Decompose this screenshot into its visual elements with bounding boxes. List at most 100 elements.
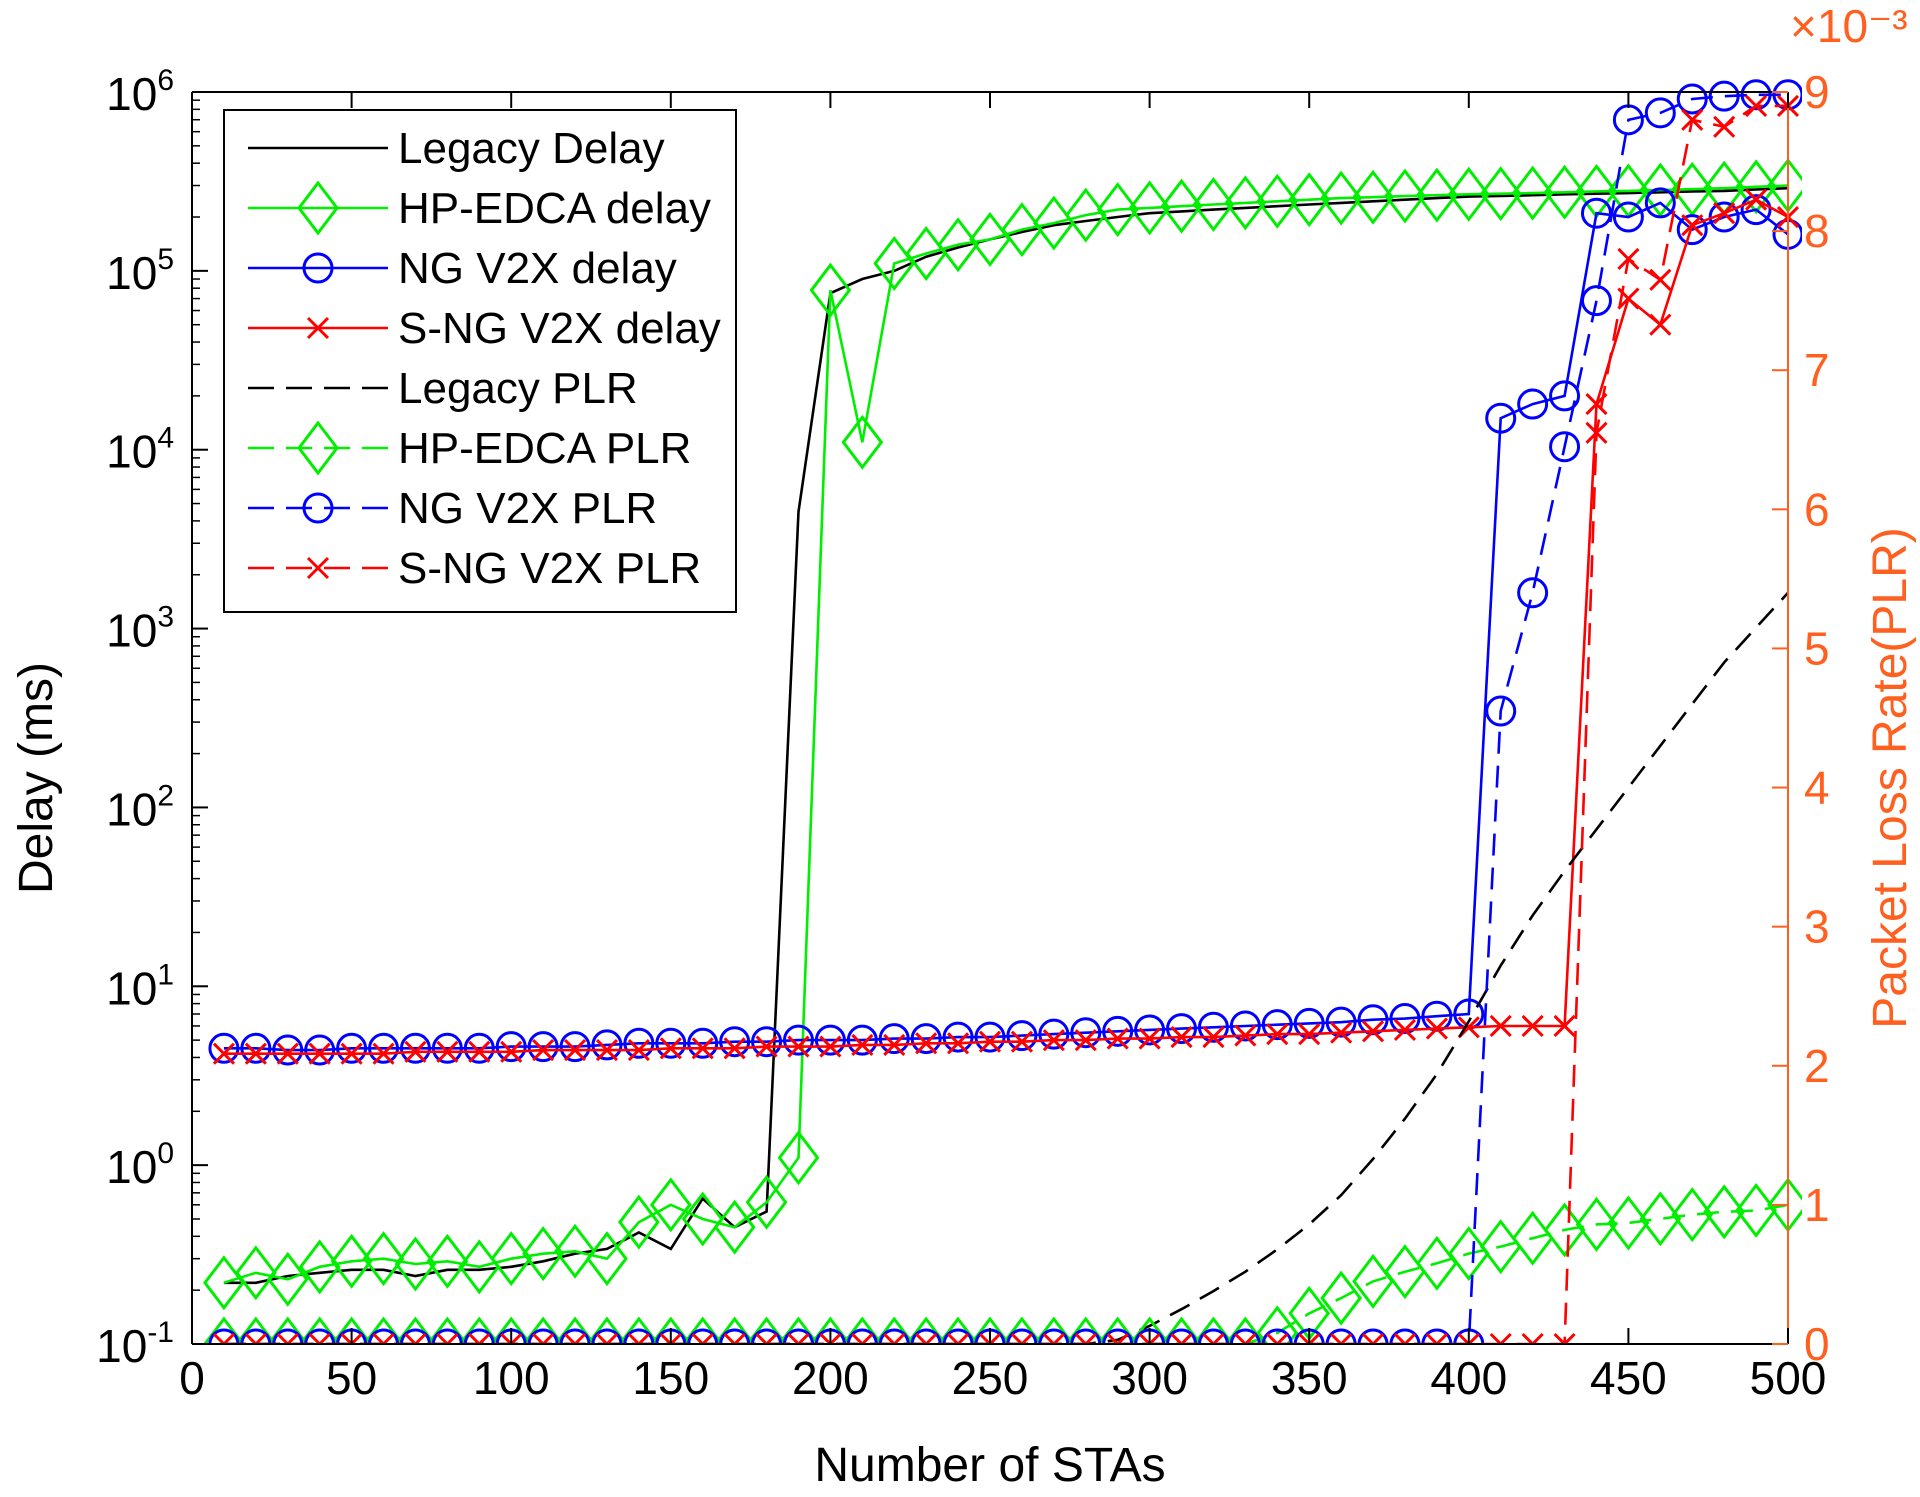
series-point-s-ng-v2x-plr-x-marker [1074, 1332, 1097, 1344]
series-point-hp-edca-delay-diamond-marker [809, 262, 852, 318]
series-point-s-ng-v2x-delay-x-marker [1266, 1023, 1289, 1046]
series-point-ng-v2x-plr-circle-marker [1549, 431, 1581, 463]
series-point-hp-edca-delay-diamond-marker [234, 1245, 277, 1301]
series-point-hp-edca-plr-diamond-marker [1256, 1305, 1299, 1344]
series-point-s-ng-v2x-delay-x-marker [1681, 214, 1704, 237]
series-point-ng-v2x-delay-circle-marker [974, 1021, 1006, 1053]
series-point-ng-v2x-plr-circle-marker [782, 1328, 814, 1344]
series-point-hp-edca-delay-diamond-marker [713, 1199, 756, 1255]
series-point-hp-edca-plr-diamond-marker [1639, 1191, 1682, 1247]
y-left-tick-base: 10 [106, 605, 157, 657]
y-right-tick-label: 4 [1804, 762, 1830, 814]
legend-circle-marker [302, 492, 334, 524]
series-point-s-ng-v2x-plr-x-marker [1330, 1332, 1353, 1344]
series-point-s-ng-v2x-delay-x-marker [1521, 1014, 1544, 1038]
series-point-s-ng-v2x-plr-x-marker [723, 1332, 746, 1344]
y-left-tick-base: 10 [106, 783, 157, 835]
series-point-s-ng-v2x-delay-x-marker [1106, 1027, 1129, 1050]
series-point-ng-v2x-plr-circle-marker [846, 1328, 878, 1344]
series-point-ng-v2x-delay-circle-marker [208, 1032, 240, 1064]
series-point-s-ng-v2x-delay-x-marker [1010, 1030, 1033, 1053]
series-point-s-ng-v2x-plr-x-marker [595, 1332, 619, 1344]
series-point-hp-edca-delay-diamond-marker [1160, 178, 1203, 234]
series-point-s-ng-v2x-plr-x-marker [1681, 108, 1704, 131]
series-point-s-ng-v2x-plr-x-marker [1713, 115, 1736, 138]
series-point-s-ng-v2x-plr-x-marker [659, 1332, 682, 1344]
series-point-hp-edca-delay-diamond-marker [1447, 166, 1490, 222]
series-point-s-ng-v2x-delay-x-marker [1330, 1021, 1353, 1044]
series-point-ng-v2x-delay-circle-marker [527, 1031, 559, 1063]
series-point-hp-edca-delay-diamond-marker [1735, 159, 1777, 215]
series-point-ng-v2x-plr-circle-marker [304, 1328, 336, 1344]
series-point-hp-edca-plr-diamond-marker [1703, 1184, 1746, 1240]
series-point-hp-edca-delay-diamond-marker [266, 1251, 309, 1307]
series-point-hp-edca-delay-diamond-marker [490, 1231, 533, 1287]
series-point-ng-v2x-delay-circle-marker [1293, 1007, 1325, 1039]
series-point-ng-v2x-plr-circle-marker [559, 1328, 591, 1344]
series-point-s-ng-v2x-delay-x-marker [468, 1040, 491, 1063]
series-point-ng-v2x-delay-circle-marker [1325, 1006, 1357, 1038]
series-point-hp-edca-delay-diamond-marker [745, 1174, 788, 1230]
series-point-s-ng-v2x-plr-x-marker [1553, 1332, 1576, 1344]
series-point-s-ng-v2x-plr-x-marker [1521, 1332, 1544, 1344]
series-point-s-ng-v2x-delay-x-marker [212, 1042, 235, 1065]
y-left-tick-label: 10-1 [96, 1316, 174, 1372]
series-point-ng-v2x-delay-circle-marker [942, 1021, 974, 1053]
series-point-s-ng-v2x-delay-x-marker [851, 1033, 874, 1056]
series-point-s-ng-v2x-delay-x-marker [1042, 1029, 1065, 1052]
y-right-tick-label: 2 [1804, 1040, 1830, 1092]
series-point-s-ng-v2x-plr-x-marker [244, 1332, 267, 1344]
series-point-hp-edca-delay-diamond-marker [1096, 182, 1139, 238]
series-point-s-ng-v2x-plr-x-marker [1457, 1332, 1480, 1344]
series-point-ng-v2x-plr-circle-marker [368, 1328, 400, 1344]
series-point-ng-v2x-plr-circle-marker [272, 1328, 304, 1344]
series-point-s-ng-v2x-plr-x-marker [372, 1332, 395, 1344]
series-point-s-ng-v2x-plr-x-marker [851, 1332, 874, 1344]
y-right-tick-label: 1 [1804, 1179, 1830, 1231]
series-point-hp-edca-plr-diamond-marker [1320, 1270, 1363, 1326]
series-point-s-ng-v2x-plr-x-marker [1617, 247, 1640, 270]
series-point-hp-edca-plr-diamond-marker [1575, 1196, 1618, 1252]
series-point-ng-v2x-plr-circle-marker [1389, 1328, 1421, 1344]
series-point-s-ng-v2x-delay-x-marker [883, 1033, 906, 1056]
y-left-tick-base: 10 [96, 1320, 147, 1372]
series-point-s-ng-v2x-delay-x-marker [563, 1038, 587, 1062]
series-point-s-ng-v2x-plr-x-marker [308, 1332, 331, 1344]
series-point-ng-v2x-plr-circle-marker [1740, 79, 1772, 111]
series-point-s-ng-v2x-plr-x-marker [755, 1332, 778, 1344]
series-point-ng-v2x-delay-circle-marker [846, 1024, 878, 1056]
series-point-ng-v2x-delay-circle-marker [719, 1026, 751, 1058]
legend-label: HP-EDCA delay [398, 184, 711, 233]
series-point-s-ng-v2x-delay-x-marker [308, 1042, 331, 1065]
series-point-s-ng-v2x-delay-x-marker [340, 1042, 363, 1065]
series-point-s-ng-v2x-delay-x-marker [1298, 1023, 1321, 1046]
y-left-tick-exponent: 5 [157, 243, 174, 276]
y-left-tick-exponent: 2 [157, 779, 174, 812]
series-point-ng-v2x-plr-circle-marker [942, 1328, 974, 1344]
series-point-s-ng-v2x-plr-x-marker [468, 1332, 491, 1344]
series-point-ng-v2x-delay-circle-marker [878, 1023, 910, 1055]
series-s-ng-v2x-delay [212, 188, 1800, 1065]
x-tick-label: 50 [326, 1352, 377, 1404]
series-point-ng-v2x-delay-circle-marker [751, 1026, 783, 1058]
series-point-s-ng-v2x-delay-x-marker [244, 1042, 267, 1065]
series-point-s-ng-v2x-plr-x-marker [1745, 94, 1768, 117]
legend-entry-s-ng-v2x-plr: S-NG V2X PLR [248, 544, 701, 593]
series-point-s-ng-v2x-plr-x-marker [978, 1332, 1002, 1344]
series-line-s-ng-v2x-delay [223, 198, 1789, 1055]
series-point-ng-v2x-delay-circle-marker [1389, 1003, 1421, 1035]
series-point-hp-edca-delay-diamond-marker [1064, 187, 1107, 243]
series-point-s-ng-v2x-delay-x-marker [1649, 313, 1672, 336]
series-point-s-ng-v2x-plr-x-marker [1010, 1332, 1033, 1344]
series-point-hp-edca-delay-diamond-marker [1415, 167, 1458, 223]
x-tick-label: 200 [792, 1352, 869, 1404]
series-point-s-ng-v2x-plr-x-marker [340, 1332, 363, 1344]
series-point-ng-v2x-plr-circle-marker [463, 1328, 495, 1344]
series-point-ng-v2x-plr-circle-marker [1166, 1328, 1198, 1344]
legend-label: Legacy Delay [398, 124, 665, 173]
series-point-s-ng-v2x-delay-x-marker [1553, 1014, 1576, 1038]
series-point-ng-v2x-delay-circle-marker [1517, 388, 1549, 420]
series-point-s-ng-v2x-plr-x-marker [819, 1332, 842, 1344]
series-point-ng-v2x-delay-circle-marker [591, 1029, 623, 1061]
legend-entry-legacy-plr: Legacy PLR [248, 364, 638, 413]
